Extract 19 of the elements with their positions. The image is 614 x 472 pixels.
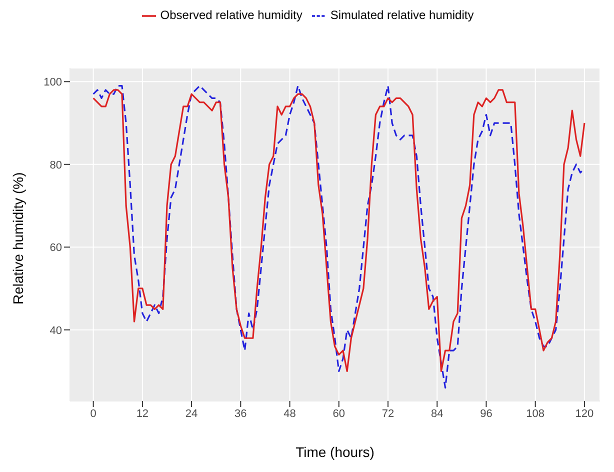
x-tick-label: 84: [430, 408, 444, 420]
x-tick-label: 120: [575, 408, 594, 420]
x-tick-label: 12: [136, 408, 149, 420]
x-axis-title: Time (hours): [296, 444, 374, 460]
x-tick-label: 108: [526, 408, 545, 420]
x-tick-label: 48: [284, 408, 296, 420]
x-tick-label: 72: [382, 408, 394, 420]
x-tick-label: 24: [185, 408, 198, 420]
y-tick-label: 60: [50, 242, 62, 254]
x-tick-label: 96: [480, 408, 492, 420]
x-tick-label: 36: [234, 408, 247, 420]
y-tick-label: 40: [50, 324, 62, 337]
y-tick-label: 100: [44, 76, 62, 89]
y-tick-label: 80: [50, 159, 62, 172]
y-axis-title: Relative humidity (%): [10, 172, 26, 304]
legend-label: Simulated relative humidity: [330, 8, 474, 22]
x-tick-label: 0: [90, 408, 96, 420]
legend-label: Observed relative humidity: [160, 8, 302, 22]
x-tick-label: 60: [332, 408, 346, 420]
